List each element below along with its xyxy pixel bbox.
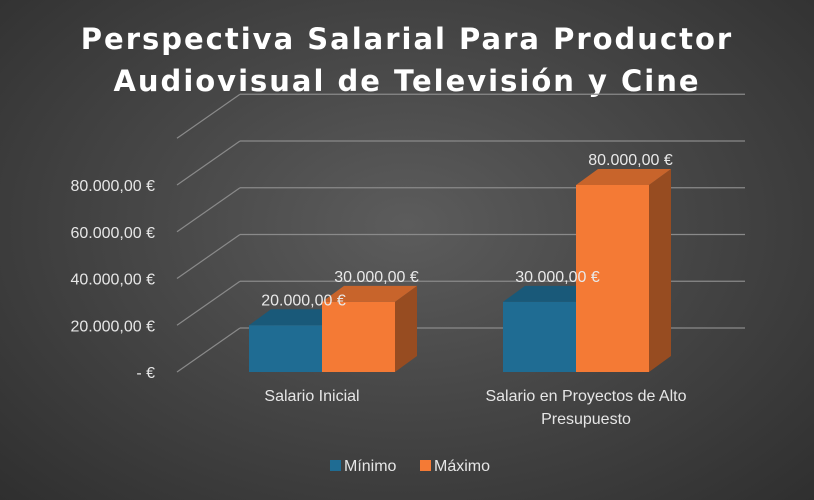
legend-label: Máximo (434, 458, 490, 475)
data-label: 30.000,00 € (515, 269, 600, 286)
y-axis: - € 20.000,00 € 40.000,00 € 60.000,00 € 80.0… (70, 178, 155, 382)
x-axis: Salario Inicial Salario en Proyectos de A… (264, 388, 686, 428)
x-tick-label: Salario en Proyectos de Alto (485, 388, 686, 405)
legend-item: Mínimo (330, 458, 397, 475)
gridline (176, 93, 241, 139)
y-tick-label: 60.000,00 € (70, 225, 155, 242)
legend-item: Máximo (420, 458, 490, 475)
bar-0-1 (322, 285, 417, 372)
y-tick-label: 20.000,00 € (70, 318, 155, 335)
chart-title-line-1: Perspectiva Salarial Para Productor (80, 22, 734, 56)
bar-1-1 (576, 169, 671, 372)
data-label: 20.000,00 € (261, 292, 346, 309)
chart-title-line-2: Audiovisual de Televisión y Cine (113, 64, 701, 98)
gridline (176, 140, 745, 186)
legend-swatch (420, 460, 431, 471)
data-labels: 20.000,00 € 30.000,00 € 30.000,00 € 80.000,… (261, 152, 673, 309)
legend: Mínimo Máximo (330, 458, 490, 475)
x-tick-label: Presupuesto (541, 411, 631, 428)
x-tick-label: Salario Inicial (264, 388, 359, 405)
data-label: 80.000,00 € (588, 152, 673, 169)
y-tick-label: - € (136, 365, 155, 382)
data-label: 30.000,00 € (334, 269, 419, 286)
legend-label: Mínimo (344, 458, 397, 475)
bars (249, 169, 671, 372)
y-tick-label: 40.000,00 € (70, 272, 155, 289)
chart-title: Perspectiva Salarial Para Productor Audi… (0, 18, 814, 102)
legend-swatch (330, 460, 341, 471)
y-tick-label: 80.000,00 € (70, 178, 155, 195)
